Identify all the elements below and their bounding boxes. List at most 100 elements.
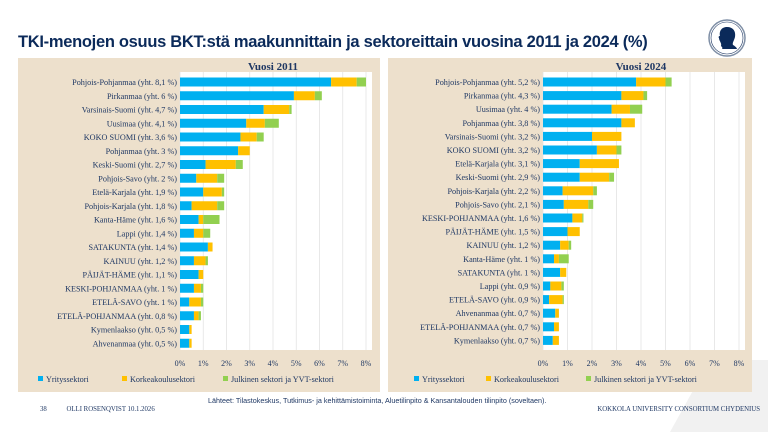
bar-segment-korkeakoulu [205,160,236,169]
x-tick-label: 7% [337,359,348,368]
bar-segment-yritys [543,322,555,332]
bar-segment-julkinen [562,295,564,305]
category-label: Pohjois-Savo (yht. 2 %) [98,174,177,183]
bar-segment-korkeakoulu [238,146,250,156]
x-tick-label: 5% [660,359,671,368]
bar-segment-yritys [180,160,206,169]
category-label: Pohjanmaa (yht. 3,8 %) [462,119,540,128]
bar-segment-yritys [543,118,622,128]
x-tick-label: 3% [244,359,255,368]
legend-swatch [586,376,591,381]
bar-segment-yritys [543,104,612,114]
bar-segment-korkeakoulu [579,172,610,182]
bar-segment-yritys [543,308,556,318]
bar-segment-korkeakoulu [189,338,192,348]
bar-segment-korkeakoulu [193,256,206,266]
legend-swatch [486,376,491,381]
category-label: Varsinais-Suomi (yht. 4,7 %) [82,106,178,115]
bar-segment-korkeakoulu [562,186,594,196]
chydenius-logo [708,19,746,57]
bar-segment-yritys [180,77,332,87]
bar-segment-yritys [543,295,550,305]
bar-segment-korkeakoulu [191,201,218,211]
category-label: Pohjois-Pohjanmaa (yht. 5,2 %) [435,78,540,87]
bar-segment-julkinen [558,254,569,264]
author-date: OLLI ROSENQVIST 10.1.2026 [66,406,155,413]
bar-segment-julkinen [256,132,264,142]
bar-segment-julkinen [609,172,615,182]
bar-segment-yritys [180,118,247,128]
x-tick-label: 4% [268,359,279,368]
x-tick-label: 6% [314,359,325,368]
bar-segment-korkeakoulu [555,308,559,318]
bar-segment-julkinen [643,91,648,101]
bar-segment-korkeakoulu [550,281,562,291]
bar-segment-yritys [180,228,194,238]
bar-segment-korkeakoulu [596,145,617,155]
category-label: ETELÄ-SAVO (yht. 0,9 %) [449,296,540,305]
chart-2011: Vuosi 2011 0% 1% 2% 3% 4% 5% 6% 7% 8% Pohjois-Pohj… [38,61,372,384]
page-number: 38 [40,406,47,413]
bar-segment-yritys [180,311,194,321]
bar-segment-yritys [180,242,208,252]
x-tick-label: 4% [636,359,647,368]
x-tick-label: 2% [587,359,598,368]
category-label: Uusimaa (yht. 4,1 %) [107,119,178,128]
category-label: Lappi (yht. 0,9 %) [480,282,541,291]
category-label: SATAKUNTA (yht. 1 %) [458,268,541,277]
category-label: Pirkanmaa (yht. 4,3 %) [464,92,540,101]
category-label: ETELÄ-SAVO (yht. 1 %) [92,298,177,307]
x-tick-label: 8% [361,359,372,368]
bar-segment-yritys [543,145,597,155]
x-tick-label: 5% [291,359,302,368]
bar-segment-julkinen [217,201,225,211]
category-label: Ahvenanmaa (yht. 0,7 %) [456,309,541,318]
bar-segment-korkeakoulu [198,270,204,279]
bar-segment-yritys [180,297,190,307]
category-label: Pohjois-Savo (yht. 2,1 %) [455,200,540,209]
bar-segment-yritys [180,105,264,114]
x-tick-label: 3% [611,359,622,368]
bar-segment-korkeakoulu [563,199,589,209]
category-label: Varsinais-Suomi (yht. 3,2 %) [445,132,541,141]
legend-label: Korkeakoulusektori [130,375,196,384]
category-label: KAINUU (yht. 1,2 %) [104,257,178,266]
legend-label: Yrityssektori [422,375,465,384]
category-label: Pohjois-Pohjanmaa (yht. 8,1 %) [72,78,177,87]
category-label: Etelä-Karjala (yht. 1,9 %) [92,188,177,197]
bar-segment-yritys [543,240,561,250]
bar-segment-julkinen [356,77,366,87]
bar-segment-yritys [543,199,564,209]
bar-segment-julkinen [203,215,220,224]
bar-segment-korkeakoulu [193,311,199,321]
bar-segment-yritys [543,254,555,264]
bar-segment-yritys [543,267,561,277]
x-tick-label: 1% [562,359,573,368]
bar-segment-julkinen [616,145,622,155]
bar-segment-korkeakoulu [592,131,622,141]
category-label: Pirkanmaa (yht. 6 %) [107,92,177,101]
x-tick-label: 6% [685,359,696,368]
bar-segment-korkeakoulu [293,91,315,101]
chart-2024: Vuosi 2024 0% 1% 2% 3% 4% 5% 6% 7% 8% Pohjois-Pohj… [414,61,745,384]
bar-segment-korkeakoulu [263,105,290,114]
bar-segment-korkeakoulu [189,325,192,334]
bar-segment-julkinen [289,105,292,114]
category-label: ETELÄ-POHJANMAA (yht. 0,7 %) [420,323,540,332]
category-label: Kymenlaakso (yht. 0,5 %) [91,326,177,335]
bar-segment-korkeakoulu [621,118,635,128]
bar-segment-korkeakoulu [207,242,213,252]
category-label: ETELÄ-POHJANMAA (yht. 0,8 %) [57,312,177,321]
chart-title: Vuosi 2011 [248,61,298,73]
slide-title: TKI-menojen osuus BKT:stä maakunnittain … [18,33,648,51]
bar-segment-julkinen [198,311,201,321]
category-label: KOKO SUOMI (yht. 3,2 %) [447,146,541,155]
bar-segment-yritys [180,283,194,293]
bar-segment-yritys [543,227,568,237]
x-tick-label: 2% [221,359,232,368]
chart-title: Vuosi 2024 [616,61,667,73]
bar-segment-yritys [180,270,199,279]
category-label: KESKI-POHJANMAA (yht. 1 %) [65,284,177,293]
bar-segment-korkeakoulu [552,335,559,345]
chart-2024-panel: Vuosi 2024 0% 1% 2% 3% 4% 5% 6% 7% 8% Pohjois-Pohj… [388,58,752,392]
